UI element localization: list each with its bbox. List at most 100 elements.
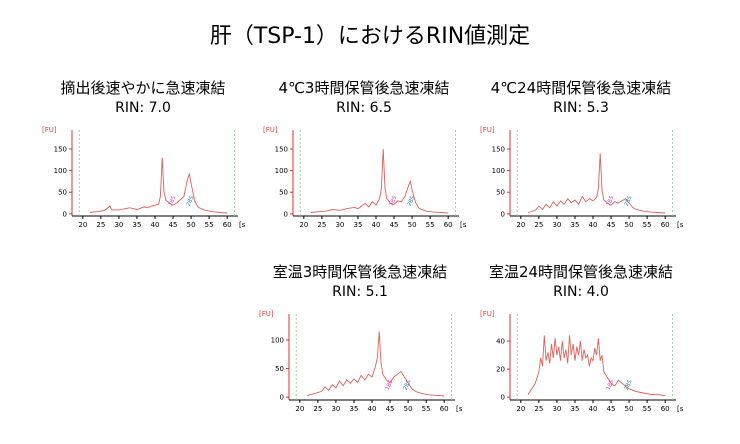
y-tick-label: 150 — [54, 145, 67, 153]
y-tick-label: 100 — [275, 167, 288, 175]
y-tick-label: 0 — [63, 210, 67, 218]
x-tick-label: 30 — [552, 221, 561, 229]
y-axis-label: [FU] — [480, 126, 495, 134]
y-tick-label: 40 — [496, 338, 505, 346]
x-tick-label: 45 — [390, 221, 399, 229]
y-tick-label: 50 — [496, 189, 505, 197]
x-tick-label: 35 — [353, 221, 362, 229]
ladder-label: 18S — [606, 379, 616, 392]
ladder-label: 28S — [407, 195, 417, 208]
x-tick-label: 25 — [317, 221, 326, 229]
x-tick-label: 50 — [187, 221, 196, 229]
trace-line — [527, 153, 666, 214]
trace-line — [89, 157, 228, 214]
y-axis-label: [FU] — [42, 126, 57, 134]
x-tick-label: 30 — [552, 405, 561, 413]
condition-label: 4℃3時間保管後急速凍結 — [278, 79, 450, 97]
electropherogram: [FU] 0 20 40 20 25 30 35 40 45 50 55 60 [s] 18S 28S — [480, 310, 684, 413]
condition-label: 摘出後速やかに急速凍結 — [60, 79, 226, 97]
x-tick-label: 35 — [570, 221, 579, 229]
x-tick-label: 45 — [607, 221, 616, 229]
condition-label: 4℃24時間保管後急速凍結 — [490, 79, 672, 97]
x-tick-label: 60 — [661, 221, 670, 229]
y-tick-label: 100 — [54, 167, 67, 175]
rin-value: RIN: 5.3 — [553, 100, 609, 116]
chart-panel: 室温3時間保管後急速凍結 RIN: 5.1 [FU] 0 50 100 20 25 30 35… — [257, 262, 463, 416]
ladder-label: 18S — [606, 195, 616, 208]
x-tick-label: 40 — [589, 221, 598, 229]
x-tick-label: 55 — [422, 405, 431, 413]
x-tick-label: 60 — [440, 405, 449, 413]
chart-panel: 室温24時間保管後急速凍結 RIN: 4.0 [FU] 0 20 40 20 25 30 35… — [478, 262, 684, 416]
y-tick-label: 150 — [492, 145, 505, 153]
electropherogram: [FU] 0 50 100 150 20 25 30 35 40 45 50 55 60 [s] 18S 28S — [480, 126, 684, 229]
x-tick-label: 50 — [625, 221, 634, 229]
x-tick-label: 30 — [331, 405, 340, 413]
x-unit-label: [s] — [456, 405, 463, 413]
rin-value: RIN: 6.5 — [336, 100, 392, 116]
x-tick-label: 25 — [96, 221, 105, 229]
rin-value: RIN: 5.1 — [332, 284, 388, 300]
y-tick-label: 50 — [58, 189, 67, 197]
rin-value: RIN: 7.0 — [115, 100, 171, 116]
x-tick-label: 35 — [349, 405, 358, 413]
ladder-label: 28S — [403, 379, 413, 392]
y-tick-label: 0 — [280, 394, 284, 402]
x-tick-label: 45 — [169, 221, 178, 229]
ladder-label: 28S — [186, 195, 196, 208]
x-tick-label: 45 — [607, 405, 616, 413]
x-tick-label: 55 — [426, 221, 435, 229]
x-unit-label: [s] — [460, 221, 467, 229]
x-tick-label: 20 — [299, 221, 308, 229]
x-tick-label: 40 — [151, 221, 160, 229]
x-tick-label: 25 — [313, 405, 322, 413]
chart-panel: 4℃24時間保管後急速凍結 RIN: 5.3 [FU] 0 50 100 150 20 25… — [478, 78, 684, 232]
ladder-label: 28S — [624, 379, 634, 392]
ladder-label: 18S — [385, 379, 395, 392]
x-unit-label: [s] — [677, 405, 684, 413]
x-tick-label: 60 — [661, 405, 670, 413]
ladder-label: 18S — [389, 195, 399, 208]
y-tick-label: 0 — [501, 394, 505, 402]
x-tick-label: 30 — [114, 221, 123, 229]
y-tick-label: 100 — [271, 337, 284, 345]
x-tick-label: 20 — [295, 405, 304, 413]
ladder-label: 28S — [624, 195, 634, 208]
condition-label: 室温3時間保管後急速凍結 — [272, 263, 448, 281]
x-tick-label: 25 — [534, 405, 543, 413]
x-tick-label: 50 — [625, 405, 634, 413]
y-tick-label: 50 — [275, 365, 284, 373]
x-tick-label: 40 — [589, 405, 598, 413]
y-axis-label: [FU] — [480, 310, 495, 318]
x-tick-label: 35 — [570, 405, 579, 413]
y-tick-label: 0 — [501, 210, 505, 218]
y-tick-label: 150 — [275, 145, 288, 153]
trace-line — [310, 148, 449, 214]
page-title: 肝（TSP-1）におけるRIN値測定 — [209, 24, 531, 49]
x-tick-label: 30 — [335, 221, 344, 229]
x-tick-label: 25 — [534, 221, 543, 229]
electropherogram: [FU] 0 50 100 150 20 25 30 35 40 45 50 55 60 [s] 18S 28S — [42, 126, 246, 229]
trace-line — [527, 335, 666, 397]
y-tick-label: 20 — [496, 366, 505, 374]
y-axis-label: [FU] — [259, 310, 274, 318]
electropherogram: [FU] 0 50 100 20 25 30 35 40 45 50 55 60 [s] 18S 28S — [259, 310, 463, 413]
x-tick-label: 20 — [78, 221, 87, 229]
ladder-label: 18S — [168, 195, 178, 208]
y-tick-label: 100 — [492, 167, 505, 175]
x-unit-label: [s] — [239, 221, 246, 229]
x-tick-label: 55 — [643, 221, 652, 229]
x-tick-label: 45 — [386, 405, 395, 413]
electropherogram: [FU] 0 50 100 150 20 25 30 35 40 45 50 55 60 [s] 18S 28S — [263, 126, 467, 229]
x-tick-label: 50 — [404, 405, 413, 413]
trace-line — [306, 331, 445, 397]
x-tick-label: 60 — [444, 221, 453, 229]
rin-value: RIN: 4.0 — [553, 284, 609, 300]
y-axis-label: [FU] — [263, 126, 278, 134]
x-tick-label: 35 — [132, 221, 141, 229]
chart-panel: 4℃3時間保管後急速凍結 RIN: 6.5 [FU] 0 50 100 150 20 25 3… — [261, 78, 467, 232]
x-tick-label: 55 — [643, 405, 652, 413]
x-tick-label: 40 — [372, 221, 381, 229]
x-unit-label: [s] — [677, 221, 684, 229]
x-tick-label: 20 — [516, 221, 525, 229]
